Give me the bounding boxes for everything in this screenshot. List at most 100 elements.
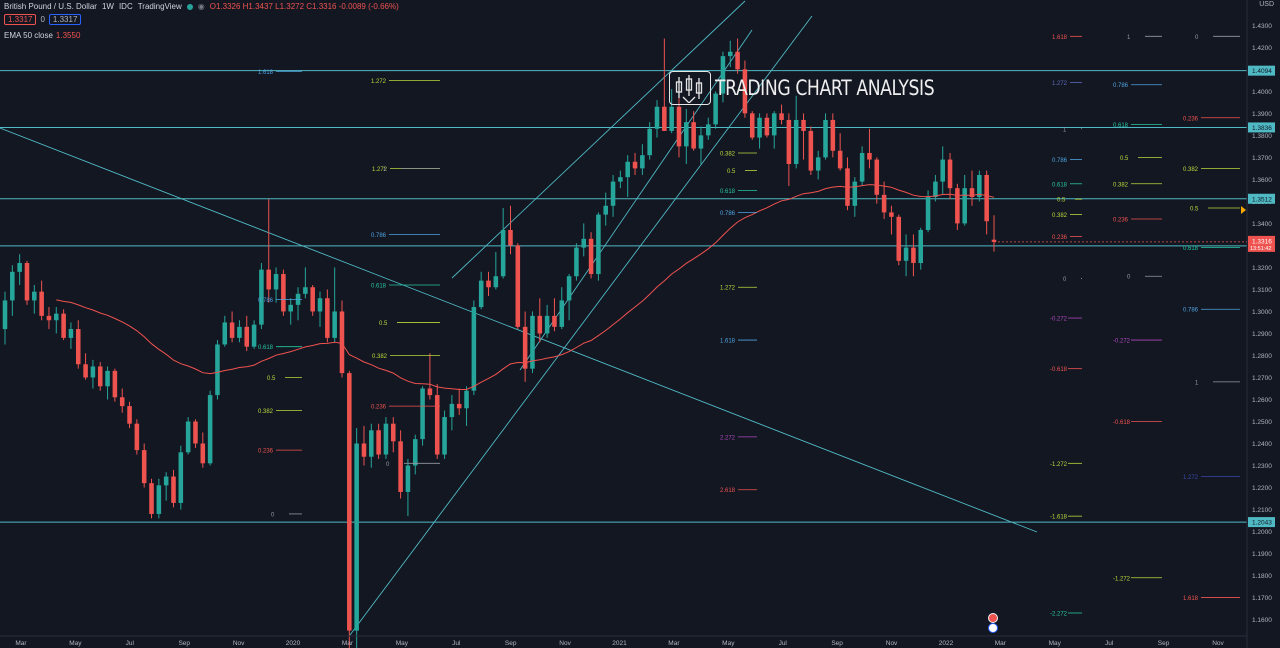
fib-level-label: 1 xyxy=(1127,35,1131,41)
candle-body xyxy=(566,276,572,301)
candle-body xyxy=(588,238,594,275)
candle-body xyxy=(698,135,704,149)
price-tick-label: 1.1700 xyxy=(1252,595,1272,602)
level-price-label: 1.3836 xyxy=(1252,125,1272,132)
fib-level-label: 0.5 xyxy=(1057,198,1066,204)
time-tick-label: 2021 xyxy=(612,640,627,647)
level-price-tag xyxy=(1248,193,1275,204)
candle-body xyxy=(940,159,945,182)
gb-flag-icon[interactable] xyxy=(988,613,998,623)
candle-body xyxy=(500,230,506,277)
fib-level-label: 0.382 xyxy=(1052,213,1068,219)
fib-level-label: 0 xyxy=(1127,275,1131,281)
candle-body xyxy=(955,188,960,224)
candle-body xyxy=(156,485,162,514)
candle-body xyxy=(303,287,308,294)
indicator-legend[interactable]: EMA 50 close 1.3550 xyxy=(4,31,80,40)
candle-body xyxy=(398,441,403,492)
candle-body xyxy=(544,315,550,334)
fib-level-label: 0.786 xyxy=(1183,308,1199,314)
fib-level-label: 1 xyxy=(1195,380,1199,386)
fib-level-label: 0.786 xyxy=(371,233,387,239)
candle-body xyxy=(764,117,770,136)
time-tick-label: May xyxy=(396,640,409,647)
candle-body xyxy=(434,395,440,455)
time-tick-label: Jul xyxy=(1105,640,1114,647)
candles-group xyxy=(2,38,997,648)
fib-level-label: 0 xyxy=(1063,277,1067,283)
candle-body xyxy=(119,397,125,407)
candle-body xyxy=(185,421,191,453)
level-price-label: 1.4094 xyxy=(1252,68,1272,75)
candle-body xyxy=(559,300,565,327)
price-tick-label: 1.3600 xyxy=(1252,177,1272,184)
candle-body xyxy=(112,370,118,398)
ohlc-values: O1.3326 H1.3437 L1.3272 C1.3316 -0.0089 … xyxy=(209,2,399,11)
fib-level-label: 0.618 xyxy=(1052,182,1068,188)
candle-body xyxy=(808,130,814,171)
candle-body xyxy=(881,194,887,213)
symbol-name[interactable]: British Pound / U.S. Dollar xyxy=(4,2,97,11)
fib-level-label: 1.618 xyxy=(258,70,274,76)
time-tick-label: May xyxy=(722,640,735,647)
price-tick-label: 1.4300 xyxy=(1252,23,1272,30)
fib-level-label: 0.5 xyxy=(1190,206,1199,212)
candle-body xyxy=(903,247,909,261)
sell-button[interactable]: 1.3317 xyxy=(4,14,37,25)
candle-body xyxy=(222,322,228,345)
time-tick-label: Mar xyxy=(15,640,27,647)
price-tick-label: 1.3800 xyxy=(1252,133,1272,140)
fib-level-label: -1.618 xyxy=(1050,515,1068,521)
fib-level-label: 0.236 xyxy=(1113,218,1129,224)
candle-body xyxy=(288,304,293,312)
fib-level-label: 0.5 xyxy=(727,169,736,175)
currency-label[interactable]: USD xyxy=(1259,1,1274,8)
candle-body xyxy=(574,247,579,277)
candle-body xyxy=(141,450,147,484)
candle-body xyxy=(669,106,674,131)
fib-level-label: 0.382 xyxy=(1113,182,1129,188)
visibility-eye-icon[interactable]: ◉ xyxy=(197,2,205,11)
fib-level-label: 2.272 xyxy=(720,435,736,441)
level-price-tag xyxy=(1248,122,1275,133)
candle-body xyxy=(464,390,469,409)
price-tick-label: 1.3700 xyxy=(1252,155,1272,162)
candle-body xyxy=(984,174,989,222)
fib-level-label: 0 xyxy=(271,512,275,518)
candle-body xyxy=(867,152,872,160)
ema-50-line xyxy=(56,184,995,390)
indicator-name: EMA 50 close xyxy=(4,31,53,40)
candle-body xyxy=(193,421,198,444)
candle-body xyxy=(640,155,645,169)
candle-body xyxy=(859,152,865,182)
candle-body xyxy=(969,188,975,197)
candle-body xyxy=(991,239,997,242)
candle-body xyxy=(317,298,323,312)
fib-level-label: 0.786 xyxy=(720,211,736,217)
level-price-label: 1.3512 xyxy=(1252,196,1272,203)
candle-body xyxy=(449,403,455,418)
price-tick-label: 1.3900 xyxy=(1252,111,1272,118)
last-price-tag xyxy=(1248,235,1275,252)
time-tick-label: May xyxy=(69,640,82,647)
fib-level-label: 0.236 xyxy=(371,405,387,411)
last-price-label: 1.3316 xyxy=(1252,238,1272,245)
price-tick-label: 1.3200 xyxy=(1252,265,1272,272)
fib-level-label: 0.618 xyxy=(720,189,736,195)
us-flag-icon[interactable] xyxy=(988,623,998,633)
price-tick-label: 1.2100 xyxy=(1252,507,1272,514)
candle-body xyxy=(90,366,96,378)
candle-body xyxy=(427,388,433,396)
candle-body xyxy=(420,388,425,440)
candle-body xyxy=(17,263,22,272)
price-tick-label: 1.4200 xyxy=(1252,45,1272,52)
candle-body xyxy=(347,373,352,631)
candle-body xyxy=(742,69,748,114)
fib-level-label: 0.618 xyxy=(1113,123,1129,129)
buy-button[interactable]: 1.3317 xyxy=(48,14,82,25)
candle-body xyxy=(97,366,103,387)
interval-label[interactable]: 1W xyxy=(101,2,114,11)
candle-body xyxy=(837,150,843,169)
